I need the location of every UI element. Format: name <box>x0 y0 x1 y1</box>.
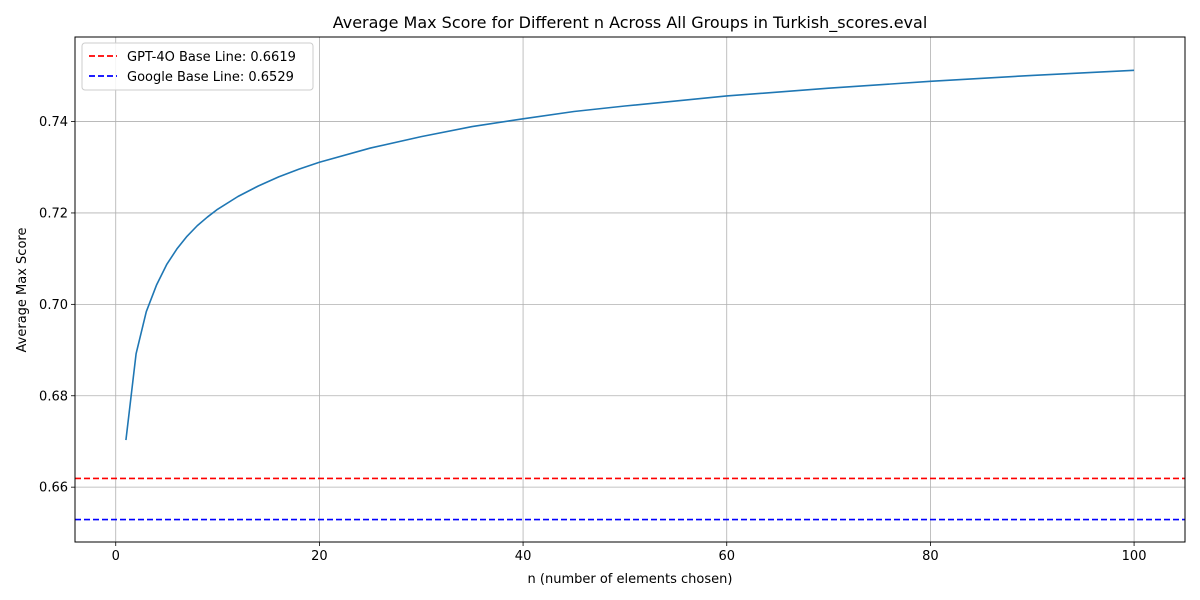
chart-title: Average Max Score for Different n Across… <box>333 13 928 33</box>
x-tick-label: 60 <box>718 549 735 564</box>
x-tick-label: 100 <box>1122 549 1147 564</box>
y-tick-label: 0.68 <box>39 389 68 404</box>
data-series <box>125 69 1135 441</box>
legend-label-google: Google Base Line: 0.6529 <box>127 70 294 85</box>
y-axis-label: Average Max Score <box>15 228 30 353</box>
legend: GPT-4O Base Line: 0.6619 Google Base Lin… <box>81 42 314 91</box>
y-axis-ticks: 0.66 0.68 0.70 0.72 0.74 <box>39 115 75 496</box>
y-tick-label: 0.70 <box>39 298 68 313</box>
y-tick-label: 0.72 <box>39 206 68 221</box>
legend-label-gpt4o: GPT-4O Base Line: 0.6619 <box>127 50 296 65</box>
x-axis-label: n (number of elements chosen) <box>528 572 733 587</box>
x-tick-label: 20 <box>311 549 328 564</box>
x-tick-label: 80 <box>922 549 939 564</box>
reference-lines <box>75 477 1185 521</box>
plot-frame <box>74 36 1186 543</box>
x-axis-ticks: 0 20 40 60 80 100 <box>112 542 1147 564</box>
y-tick-label: 0.66 <box>39 481 68 496</box>
x-tick-label: 40 <box>515 549 532 564</box>
series-line-0 <box>125 69 1135 441</box>
legend-box <box>81 42 314 91</box>
grid <box>75 37 1185 542</box>
x-tick-label: 0 <box>112 549 120 564</box>
y-tick-label: 0.74 <box>39 115 68 130</box>
